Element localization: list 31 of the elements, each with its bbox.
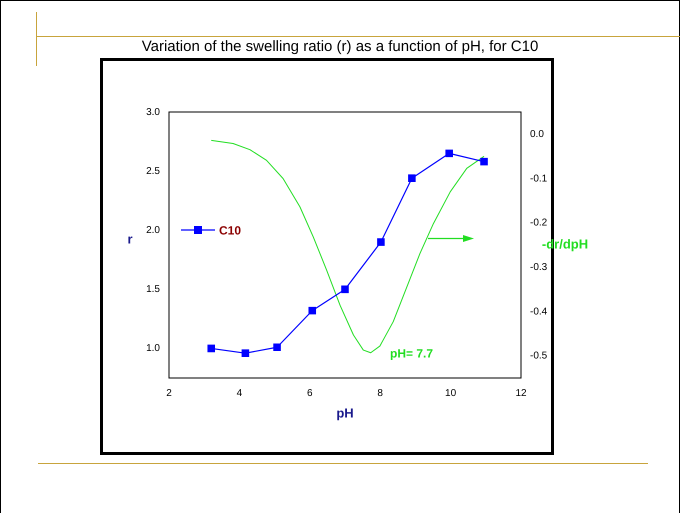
y-tick-label: 2.5	[146, 166, 160, 177]
point	[480, 158, 488, 166]
y-tick-label: 2.0	[146, 224, 160, 236]
y2-tick-label: -0.2	[530, 218, 548, 229]
point	[207, 344, 216, 352]
point	[273, 343, 281, 352]
y-tick-label: 3.0	[146, 106, 160, 118]
y-axis-title: r	[127, 232, 133, 247]
point	[242, 349, 250, 357]
chart-title: Variation of the swelling ratio (r) as a function of pH, for C10	[142, 38, 538, 56]
legend-label: C10	[219, 223, 242, 238]
y-tick-label: 1.0	[146, 343, 160, 354]
x-tick-label: 2	[166, 388, 172, 399]
x-tick-label: 4	[236, 388, 243, 399]
annotation: pH= 7.7	[390, 346, 434, 360]
point	[341, 286, 349, 294]
point	[377, 238, 385, 246]
x-tick-label: 8	[377, 388, 384, 399]
y2-tick-label: 0.0	[530, 128, 544, 140]
y2-tick-label: -0.5	[530, 350, 548, 362]
x-tick-label: 10	[445, 388, 457, 399]
point	[308, 306, 316, 314]
y2-tick-label: -0.4	[530, 306, 548, 318]
x-tick-label: 6	[307, 388, 314, 399]
point	[408, 174, 416, 182]
x-axis-title: pH	[336, 406, 354, 421]
y-tick-label: 1.5	[146, 284, 160, 296]
point	[445, 150, 453, 158]
y2-tick-label: -0.1	[530, 173, 548, 184]
x-tick-label: 12	[515, 388, 527, 399]
y2-tick-label: -0.3	[530, 262, 548, 273]
